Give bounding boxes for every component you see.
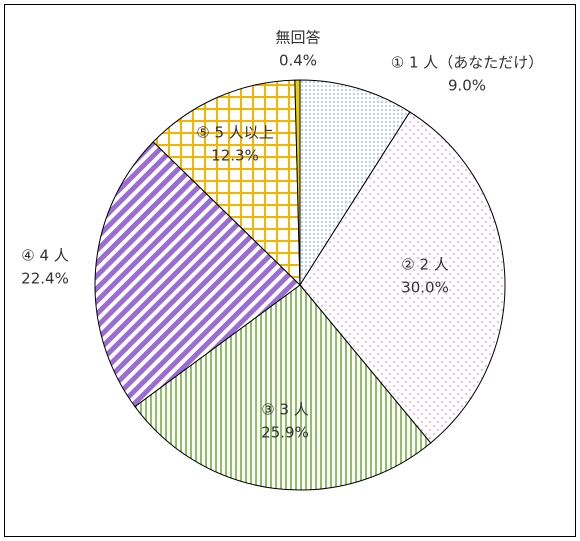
slice-value-label: 30.0% (401, 279, 449, 297)
slice-label: ② 2 人 (401, 256, 449, 274)
slice-label: ① 1 人（あなただけ） (391, 54, 544, 72)
pie-slice (94, 141, 301, 408)
slice-value-label: 25.9% (261, 424, 309, 442)
pie-slice (299, 79, 411, 287)
slice-value-label: 22.4% (21, 270, 69, 288)
pie-slice (134, 284, 432, 491)
slice-label: ④ 4 人 (21, 247, 69, 265)
pie-slice (299, 111, 506, 444)
slice-value-label: 9.0% (448, 77, 486, 95)
slice-label: ⑤ 5 人以上 (196, 124, 274, 142)
slice-value-label: 0.4% (279, 52, 317, 70)
pie-slice (294, 79, 301, 286)
slice-value-label: 12.3% (211, 147, 259, 165)
slice-label: 無回答 (275, 29, 320, 47)
pie-slice (152, 79, 301, 287)
slice-label: ③ 3 人 (261, 401, 309, 419)
